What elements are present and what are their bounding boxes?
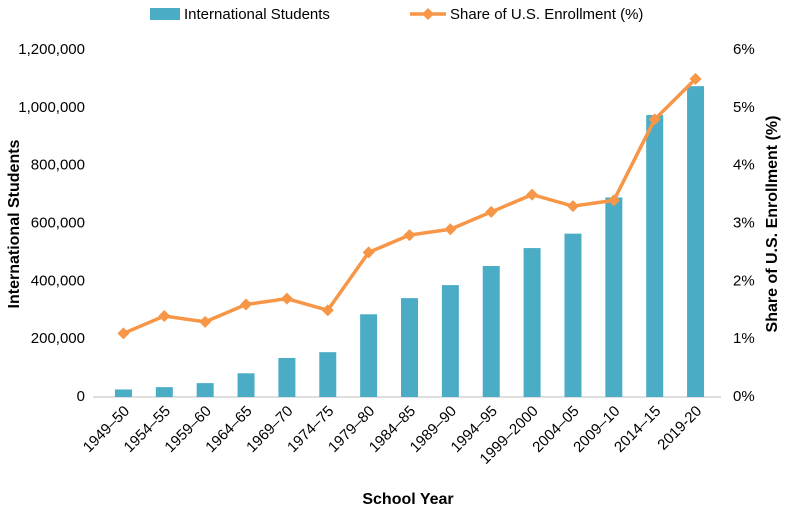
y2-axis-title: Share of U.S. Enrollment (%) bbox=[764, 116, 781, 333]
marker bbox=[403, 229, 416, 242]
bar bbox=[114, 389, 132, 397]
y2-tick-label: 3% bbox=[733, 214, 755, 231]
marker bbox=[648, 113, 661, 126]
marker bbox=[240, 298, 253, 311]
marker bbox=[607, 194, 620, 207]
bar bbox=[196, 383, 214, 397]
marker bbox=[566, 200, 579, 213]
bar bbox=[646, 115, 664, 397]
marker bbox=[526, 188, 539, 201]
y2-tick-label: 4% bbox=[733, 157, 755, 174]
marker bbox=[485, 205, 498, 218]
bar bbox=[401, 298, 418, 397]
marker bbox=[444, 223, 457, 236]
bar bbox=[278, 357, 296, 397]
legend-marker bbox=[422, 8, 434, 20]
marker bbox=[117, 327, 130, 340]
y-tick-label: 800,000 bbox=[31, 157, 85, 174]
y-tick-label: 1,000,000 bbox=[18, 99, 85, 116]
y-tick-label: 1,200,000 bbox=[18, 41, 85, 58]
marker bbox=[362, 246, 375, 259]
y2-tick-label: 1% bbox=[733, 330, 755, 347]
bar bbox=[687, 86, 705, 397]
marker bbox=[280, 292, 293, 305]
bar bbox=[319, 352, 337, 397]
y2-tick-label: 0% bbox=[733, 388, 755, 405]
y-tick-label: 600,000 bbox=[31, 214, 85, 231]
legend-label: International Students bbox=[184, 6, 330, 23]
bar bbox=[441, 285, 459, 397]
bar bbox=[564, 233, 582, 397]
bar bbox=[605, 197, 623, 397]
bar bbox=[482, 266, 500, 397]
y-axis-title: International Students bbox=[6, 139, 23, 308]
legend-label: Share of U.S. Enrollment (%) bbox=[450, 6, 643, 23]
y2-tick-label: 6% bbox=[733, 41, 755, 58]
bar bbox=[155, 387, 173, 397]
y2-tick-label: 2% bbox=[733, 272, 755, 289]
y2-tick-label: 5% bbox=[733, 99, 755, 116]
bar bbox=[237, 373, 255, 397]
bar bbox=[523, 248, 541, 397]
y-tick-label: 200,000 bbox=[31, 330, 85, 347]
x-tick-label: 2019-20 bbox=[654, 403, 705, 454]
x-axis-title: School Year bbox=[362, 491, 453, 508]
marker bbox=[158, 310, 171, 323]
marker bbox=[689, 72, 702, 85]
y-tick-label: 0 bbox=[77, 388, 85, 405]
legend-swatch bbox=[150, 8, 180, 20]
y-tick-label: 400,000 bbox=[31, 272, 85, 289]
marker bbox=[199, 315, 212, 328]
marker bbox=[321, 304, 334, 317]
bar bbox=[360, 314, 378, 397]
